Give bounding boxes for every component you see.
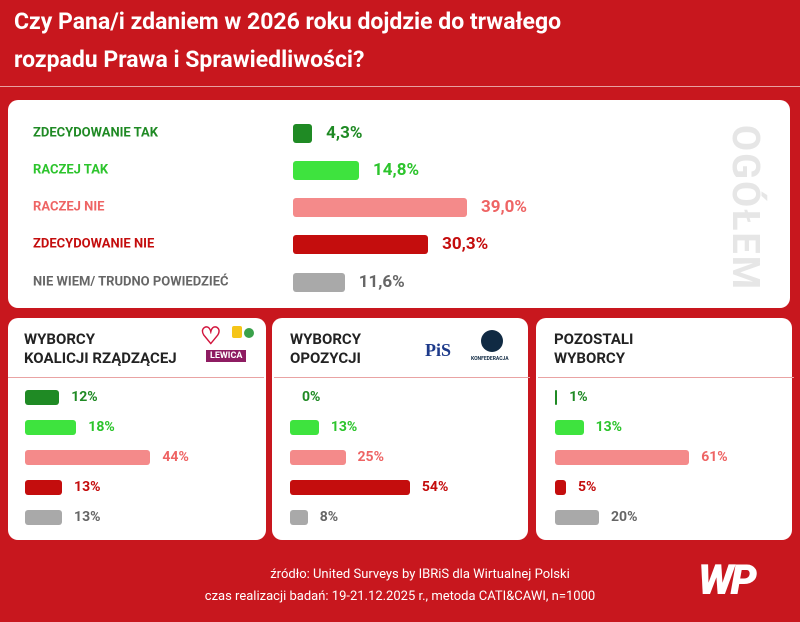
- value-label: 20%: [611, 509, 638, 525]
- value-label: 4,3%: [326, 123, 363, 143]
- category-label: NIE WIEM/ TRUDNO POWIEDZIEĆ: [33, 274, 229, 290]
- title-line: rozpadu Prawa i Sprawiedliwości?: [14, 46, 365, 73]
- panel-title: POZOSTALI: [554, 330, 634, 348]
- pis-logo: PiS: [425, 340, 452, 360]
- category-label: ZDECYDOWANIE NIE: [33, 236, 155, 252]
- category-label: RACZEJ TAK: [33, 162, 109, 178]
- bar: [555, 419, 584, 435]
- bar: [25, 389, 60, 405]
- konf-logo: KONFEDERACJA: [471, 356, 509, 362]
- logo-square: [232, 326, 242, 338]
- bar: [25, 509, 63, 525]
- value-label: 13%: [74, 479, 101, 495]
- panel-title: WYBORCY: [554, 349, 626, 367]
- panel-title: KOALICJI RZĄDZĄCEJ: [24, 349, 177, 367]
- bar: [290, 419, 319, 435]
- value-label: 18%: [88, 419, 115, 435]
- value-label: 12%: [71, 389, 98, 405]
- title-line: Czy Pana/i zdaniem w 2026 roku dojdzie d…: [14, 8, 562, 35]
- divider: [0, 86, 800, 87]
- bar: [555, 449, 690, 465]
- panel-divider: [538, 377, 794, 378]
- value-label: 1%: [569, 389, 588, 405]
- value-label: 13%: [595, 419, 623, 435]
- category-label: ZDECYDOWANIE TAK: [33, 125, 159, 141]
- bar: [290, 509, 308, 525]
- side-label: OGÓŁEM: [723, 124, 767, 292]
- value-label: 39,0%: [480, 197, 527, 217]
- bar: [555, 509, 599, 525]
- value-label: 0%: [302, 389, 321, 405]
- panel-divider: [274, 377, 530, 378]
- value-label: 8%: [319, 509, 339, 525]
- bar: [25, 479, 63, 495]
- panel-title: WYBORCY: [24, 330, 96, 348]
- bar: [25, 419, 77, 435]
- bar: [293, 160, 359, 180]
- value-label: 13%: [330, 419, 358, 435]
- bar: [25, 449, 151, 465]
- heart-logo: ♡: [200, 322, 222, 350]
- value-label: 61%: [701, 449, 728, 465]
- bar: [290, 479, 410, 495]
- fieldwork: czas realizacji badań: 19-21.12.2025 r.,…: [204, 589, 596, 604]
- value-label: 14,8%: [373, 160, 420, 180]
- bar: [290, 449, 346, 465]
- value-label: 11,6%: [358, 272, 405, 292]
- value-label: 25%: [357, 449, 384, 465]
- value-label: 54%: [421, 479, 449, 495]
- value-label: 13%: [74, 509, 101, 525]
- category-label: RACZEJ NIE: [33, 199, 105, 215]
- bar: [293, 123, 313, 143]
- bar: [293, 272, 345, 292]
- clover-logo: [244, 328, 254, 338]
- bar: [293, 234, 429, 254]
- wp-logo: WP: [698, 556, 757, 605]
- value-label: 30,3%: [442, 234, 489, 254]
- source: źródło: United Surveys by IBRiS dla Wirt…: [270, 567, 570, 582]
- konf-logo-icon: [481, 330, 503, 352]
- lewica-logo: LEWICA: [206, 350, 247, 362]
- bar: [555, 479, 566, 495]
- value-label: 5%: [578, 479, 597, 495]
- panel-title: WYBORCY: [290, 330, 362, 348]
- panel-title: OPOZYCJI: [290, 349, 361, 367]
- bar: [555, 389, 558, 405]
- value-label: 44%: [162, 449, 189, 465]
- panel-divider: [8, 377, 264, 378]
- bar: [293, 197, 467, 217]
